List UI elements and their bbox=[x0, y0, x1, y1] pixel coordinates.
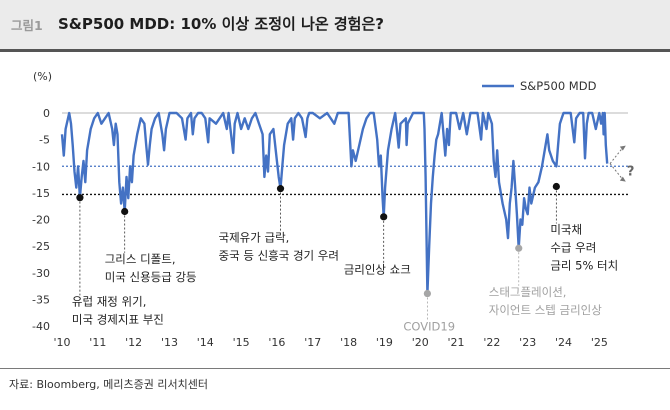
series-line-sp500-mdd bbox=[60, 111, 609, 295]
arrow-down-dashed bbox=[609, 163, 624, 180]
annotation-marker-black bbox=[276, 185, 285, 193]
y-tick-label: -40 bbox=[32, 320, 50, 333]
annotation-label: 미국 경제지표 부진 bbox=[72, 312, 164, 326]
figure-label: 그림1 bbox=[11, 18, 43, 33]
x-tick-label: '17 bbox=[304, 336, 321, 349]
y-tick-label: -10 bbox=[32, 160, 50, 173]
x-tick-label: '14 bbox=[197, 336, 214, 349]
x-tick-label: '18 bbox=[340, 336, 357, 349]
annotation-label: 중국 등 신흥국 경기 우려 bbox=[219, 248, 339, 262]
annotation-marker-black bbox=[552, 182, 560, 191]
y-tick-label: -35 bbox=[32, 293, 50, 306]
annotation-marker-black bbox=[380, 213, 388, 221]
figure-header: 그림1 S&P500 MDD: 10% 이상 조정이 나온 경험은? bbox=[0, 0, 670, 52]
annotation-marker-black bbox=[76, 194, 84, 202]
y-tick-label: -30 bbox=[32, 267, 50, 280]
y-tick-label: -25 bbox=[32, 240, 50, 253]
question-mark: ? bbox=[627, 165, 635, 180]
figure-title: S&P500 MDD: 10% 이상 조정이 나온 경험은? bbox=[58, 15, 384, 33]
annotation-label: 금리인상 쇼크 bbox=[344, 262, 411, 276]
annotation-label: 금리 5% 터치 bbox=[550, 259, 618, 273]
arrow-up-dashed bbox=[609, 147, 624, 164]
x-tick-label: '21 bbox=[448, 336, 465, 349]
x-tick-label: '16 bbox=[268, 336, 285, 349]
mdd-chart: (%) 0 -5 -10 -15 -20 -25 -30 -35 -40'10 '11 '12 '13 '… bbox=[32, 70, 635, 349]
y-tick-label: -15 bbox=[32, 187, 50, 200]
x-tick-label: '12 bbox=[125, 336, 142, 349]
annotation-marker-gray bbox=[423, 289, 431, 298]
x-tick-label: '24 bbox=[555, 336, 572, 349]
source-note: 자료: Bloomberg, 메리츠증권 리서치센터 bbox=[9, 378, 208, 391]
x-tick-label: '15 bbox=[233, 336, 250, 349]
y-tick-label: -5 bbox=[39, 134, 50, 147]
x-tick-label: '13 bbox=[161, 336, 178, 349]
arrow-up-head bbox=[619, 145, 626, 151]
annotation-label: 유럽 재정 위기, bbox=[72, 294, 146, 308]
footer-divider bbox=[0, 368, 670, 369]
x-tick-label: '22 bbox=[483, 336, 500, 349]
x-tick-label: '25 bbox=[591, 336, 608, 349]
x-tick-label: '10 bbox=[53, 336, 70, 349]
annotation-label: COVID19 bbox=[403, 319, 455, 333]
y-tick-label: -20 bbox=[32, 214, 50, 227]
arrow-down-head bbox=[619, 176, 626, 182]
y-tick-label: 0 bbox=[43, 107, 50, 120]
annotation-label: 자이언트 스텝 금리인상 bbox=[489, 303, 603, 317]
annotation-label: 스태그플레이션, bbox=[489, 285, 567, 299]
x-tick-label: '19 bbox=[376, 336, 393, 349]
annotation-label: 미국 신용등급 강등 bbox=[105, 270, 197, 284]
annotation-label: 국제유가 급락, bbox=[219, 230, 290, 244]
y-axis-unit-label: (%) bbox=[33, 70, 52, 83]
annotation-marker-black bbox=[121, 207, 129, 216]
x-tick-label: '11 bbox=[89, 336, 106, 349]
annotation-marker-gray bbox=[515, 244, 523, 252]
annotation-label: 그리스 디폴트, bbox=[105, 252, 176, 266]
x-tick-label: '20 bbox=[412, 336, 429, 349]
annotation-label: 수급 우려 bbox=[550, 241, 596, 255]
legend-label: S&P500 MDD bbox=[520, 79, 597, 93]
annotation-label: 미국채 bbox=[550, 223, 582, 237]
x-tick-label: '23 bbox=[519, 336, 536, 349]
